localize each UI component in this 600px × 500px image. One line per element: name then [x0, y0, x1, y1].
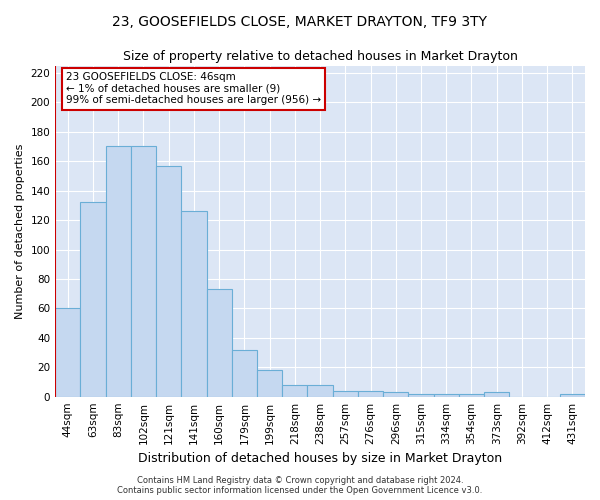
Bar [484, 392, 509, 396]
Text: 23 GOOSEFIELDS CLOSE: 46sqm
← 1% of detached houses are smaller (9)
99% of semi-: 23 GOOSEFIELDS CLOSE: 46sqm ← 1% of deta… [66, 72, 321, 106]
Bar [156, 166, 181, 396]
Bar [307, 385, 332, 396]
Bar [383, 392, 409, 396]
Bar [206, 289, 232, 397]
Title: Size of property relative to detached houses in Market Drayton: Size of property relative to detached ho… [122, 50, 518, 63]
Text: Contains HM Land Registry data © Crown copyright and database right 2024.
Contai: Contains HM Land Registry data © Crown c… [118, 476, 482, 495]
Bar [434, 394, 459, 396]
Bar [181, 212, 206, 396]
Bar [80, 202, 106, 396]
Bar [459, 394, 484, 396]
Bar [358, 391, 383, 396]
Bar [131, 146, 156, 396]
Bar [106, 146, 131, 396]
Bar [232, 350, 257, 397]
Bar [332, 391, 358, 396]
Text: 23, GOOSEFIELDS CLOSE, MARKET DRAYTON, TF9 3TY: 23, GOOSEFIELDS CLOSE, MARKET DRAYTON, T… [113, 15, 487, 29]
Bar [257, 370, 282, 396]
Bar [282, 385, 307, 396]
Y-axis label: Number of detached properties: Number of detached properties [15, 144, 25, 319]
Bar [560, 394, 585, 396]
Bar [409, 394, 434, 396]
Bar [55, 308, 80, 396]
X-axis label: Distribution of detached houses by size in Market Drayton: Distribution of detached houses by size … [138, 452, 502, 465]
